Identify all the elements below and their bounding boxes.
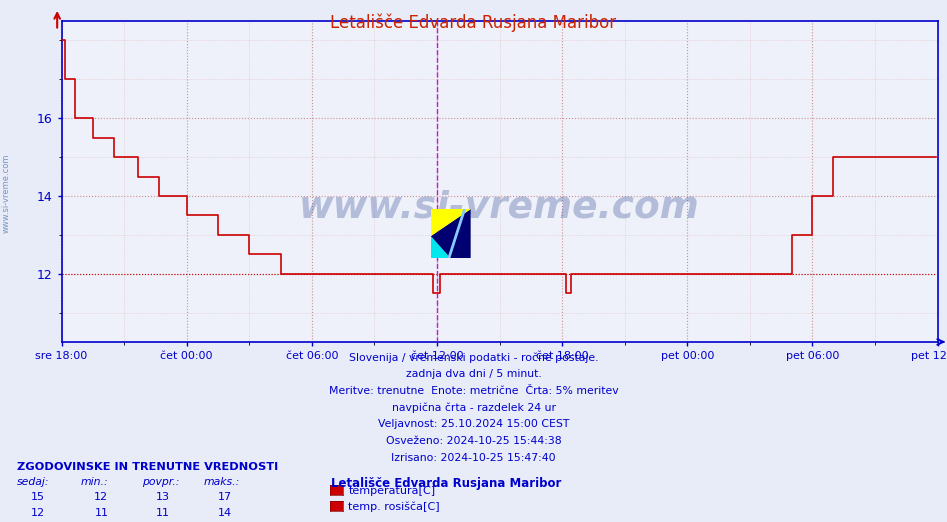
Polygon shape (431, 209, 471, 236)
Text: 17: 17 (218, 492, 231, 502)
Text: Izrisano: 2024-10-25 15:47:40: Izrisano: 2024-10-25 15:47:40 (391, 453, 556, 462)
Text: zadnja dva dni / 5 minut.: zadnja dva dni / 5 minut. (405, 369, 542, 379)
Text: navpična črta - razdelek 24 ur: navpična črta - razdelek 24 ur (391, 402, 556, 413)
Text: Meritve: trenutne  Enote: metrične  Črta: 5% meritev: Meritve: trenutne Enote: metrične Črta: … (329, 386, 618, 396)
Text: 12: 12 (31, 508, 45, 518)
Text: min.:: min.: (80, 477, 108, 487)
Text: Letališče Edvarda Rusjana Maribor: Letališče Edvarda Rusjana Maribor (331, 13, 616, 31)
Text: 13: 13 (156, 492, 170, 502)
Polygon shape (431, 236, 451, 258)
Text: temperatura[C]: temperatura[C] (348, 485, 436, 496)
Text: Veljavnost: 25.10.2024 15:00 CEST: Veljavnost: 25.10.2024 15:00 CEST (378, 419, 569, 429)
Text: maks.:: maks.: (204, 477, 240, 487)
Text: temp. rosišča[C]: temp. rosišča[C] (348, 501, 440, 512)
Text: ZGODOVINSKE IN TRENUTNE VREDNOSTI: ZGODOVINSKE IN TRENUTNE VREDNOSTI (17, 462, 278, 472)
Text: www.si-vreme.com: www.si-vreme.com (2, 153, 11, 233)
Text: 12: 12 (95, 492, 108, 502)
Text: sedaj:: sedaj: (17, 477, 49, 487)
Polygon shape (431, 209, 471, 258)
Text: Slovenija / vremenski podatki - ročne postaje.: Slovenija / vremenski podatki - ročne po… (348, 352, 599, 363)
Text: povpr.:: povpr.: (142, 477, 179, 487)
Text: 11: 11 (95, 508, 108, 518)
Text: Letališče Edvarda Rusjana Maribor: Letališče Edvarda Rusjana Maribor (331, 477, 562, 490)
Text: www.si-vreme.com: www.si-vreme.com (299, 189, 700, 225)
Text: 14: 14 (218, 508, 231, 518)
Text: 11: 11 (156, 508, 170, 518)
Text: Osveženo: 2024-10-25 15:44:38: Osveženo: 2024-10-25 15:44:38 (385, 436, 562, 446)
Text: 15: 15 (31, 492, 45, 502)
